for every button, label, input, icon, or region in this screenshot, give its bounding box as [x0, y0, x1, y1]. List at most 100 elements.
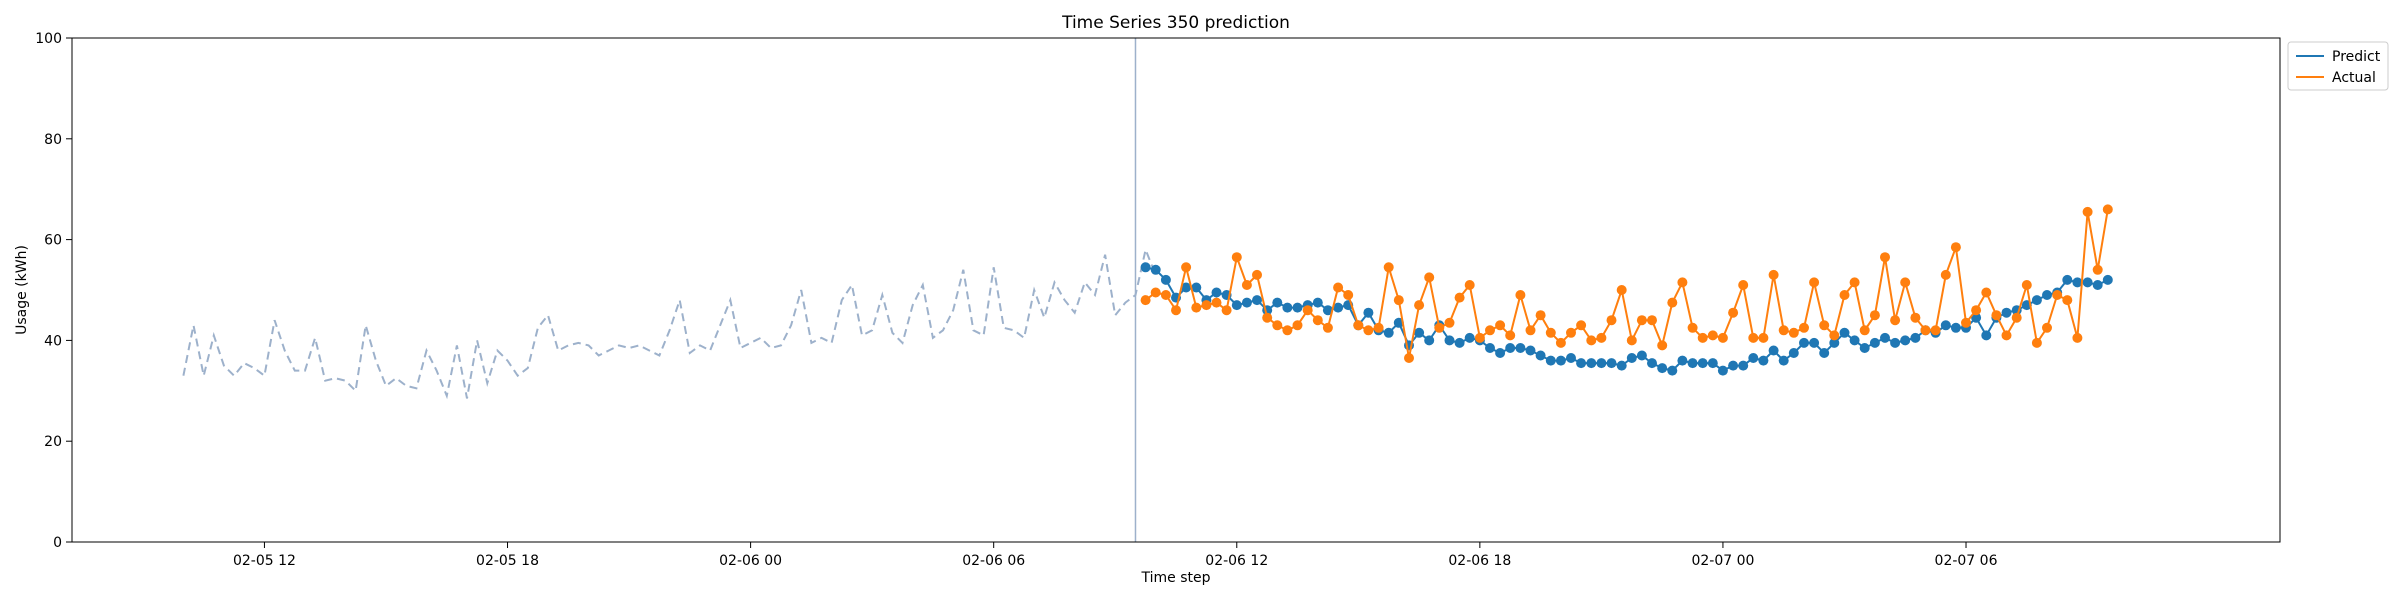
- actual-point: [1707, 330, 1718, 341]
- legend: Predict Actual: [2287, 41, 2389, 91]
- predict-point: [1292, 302, 1303, 313]
- predict-point: [1272, 297, 1283, 308]
- predict-point: [1880, 332, 1890, 343]
- predict-point: [1677, 355, 1688, 366]
- predict-point: [1788, 348, 1799, 358]
- actual-point: [1738, 280, 1749, 290]
- actual-point: [1971, 305, 1982, 316]
- predict-point: [2001, 307, 2012, 318]
- predict-point: [1454, 337, 1465, 348]
- predict-point: [1566, 353, 1576, 363]
- plot-area: [182, 38, 2113, 542]
- predict-point: [1647, 358, 1657, 369]
- x-tick-label: 02-06 00: [719, 553, 782, 569]
- actual-point: [1485, 325, 1495, 336]
- actual-point: [1272, 320, 1283, 331]
- actual-point: [2072, 332, 2083, 343]
- predict-point: [1900, 335, 1911, 346]
- actual-point: [2062, 295, 2073, 306]
- actual-point: [1353, 320, 1364, 331]
- x-tick-label: 02-06 12: [1205, 553, 1268, 569]
- predict-point: [1667, 365, 1678, 376]
- actual-point: [1383, 262, 1394, 273]
- actual-point: [1474, 332, 1485, 343]
- actual-point: [1950, 242, 1961, 253]
- actual-point: [1717, 332, 1728, 343]
- actual-point: [2052, 290, 2063, 300]
- predict-point: [1819, 348, 1830, 358]
- actual-point: [1424, 272, 1435, 283]
- predict-point: [1485, 343, 1495, 353]
- actual-point: [1201, 300, 1212, 311]
- predict-point: [1545, 355, 1556, 366]
- actual-point: [1910, 312, 1921, 323]
- y-axis-label: Usage (kWh): [14, 245, 30, 335]
- actual-point: [1181, 262, 1192, 273]
- y-tick-label: 20: [44, 434, 62, 450]
- actual-point: [1961, 317, 1971, 328]
- actual-point: [1231, 252, 1242, 263]
- predict-point: [1950, 322, 1961, 333]
- actual-point: [1373, 322, 1384, 333]
- actual-point: [1140, 295, 1151, 306]
- actual-point: [1647, 315, 1657, 326]
- predict-point: [1393, 317, 1404, 328]
- predict-point: [1495, 348, 1506, 358]
- predict-point: [2062, 274, 2073, 285]
- actual-point: [1312, 315, 1323, 326]
- y-tick-label: 100: [35, 31, 62, 47]
- actual-point: [1464, 280, 1475, 290]
- predict-point: [1515, 343, 1526, 353]
- predict-point: [1464, 332, 1475, 343]
- actual-point: [1657, 340, 1668, 351]
- y-tick-label: 80: [44, 132, 62, 148]
- predict-point: [1241, 297, 1252, 308]
- predict-point: [1150, 264, 1161, 275]
- actual-point: [1252, 269, 1262, 280]
- legend-predict-label: Predict: [2332, 49, 2381, 65]
- actual-point: [1849, 277, 1860, 288]
- predict-point: [1160, 274, 1171, 285]
- legend-actual-label: Actual: [2332, 70, 2376, 86]
- actual-point: [2092, 264, 2103, 275]
- actual-point: [2102, 204, 2113, 215]
- predict-point: [2092, 280, 2103, 290]
- x-tick-label: 02-07 06: [1935, 553, 1998, 569]
- actual-point: [1687, 322, 1698, 333]
- actual-point: [1677, 277, 1688, 288]
- predict-point: [1140, 262, 1151, 273]
- actual-point: [1566, 327, 1576, 338]
- actual-point: [1839, 290, 1850, 300]
- predict-point: [1576, 358, 1587, 369]
- actual-point: [1799, 322, 1809, 333]
- predict-point: [1586, 358, 1597, 369]
- actual-point: [1454, 292, 1465, 303]
- predict-point: [1333, 302, 1344, 313]
- actual-point: [1576, 320, 1587, 331]
- actual-point: [1404, 353, 1414, 363]
- actual-point: [1495, 320, 1506, 331]
- actual-point: [2011, 312, 2022, 323]
- predict-point: [1252, 295, 1262, 306]
- actual-point: [1171, 305, 1181, 316]
- actual-point: [2001, 330, 2012, 341]
- predict-point: [1849, 335, 1860, 346]
- predict-point: [1758, 355, 1769, 366]
- predict-point: [1869, 337, 1880, 348]
- actual-point: [1505, 330, 1516, 341]
- actual-point: [1150, 287, 1161, 298]
- predict-point: [1231, 300, 1242, 311]
- actual-point: [1819, 320, 1830, 331]
- y-axis-ticks: 0 20 40 60 80 100: [35, 31, 72, 551]
- predict-point: [1555, 355, 1566, 366]
- actual-point: [1322, 322, 1333, 333]
- actual-point: [1697, 332, 1708, 343]
- actual-point: [1930, 325, 1941, 336]
- predict-point: [1191, 282, 1202, 293]
- actual-point: [1626, 335, 1637, 346]
- actual-point: [1393, 295, 1404, 306]
- actual-point: [1241, 280, 1252, 290]
- predict-point: [1606, 358, 1617, 369]
